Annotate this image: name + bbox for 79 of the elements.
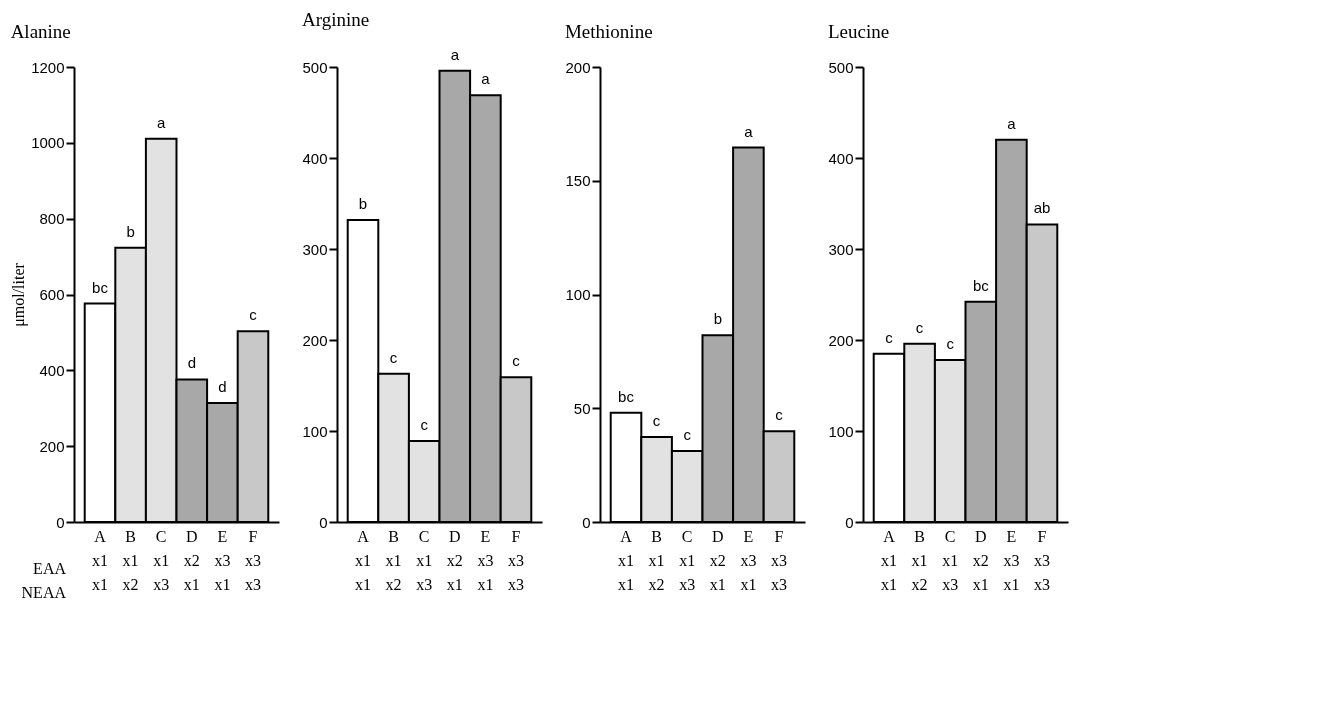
y-tick-label: 1000 [31, 134, 65, 152]
y-tick-label: 200 [302, 331, 328, 349]
y-tick-label: 300 [302, 240, 328, 258]
x-tick-label: C x1 x3 [416, 527, 433, 593]
x-tick-label: D x2 x1 [709, 527, 726, 593]
y-tick-label: 200 [39, 437, 65, 455]
y-tick-label: 400 [39, 361, 65, 379]
y-tick-label: 300 [828, 240, 854, 258]
x-tick-label: F x3 x3 [770, 527, 787, 593]
y-tick-label: 500 [302, 58, 328, 76]
y-tick-label: 1200 [31, 58, 65, 76]
y-tick-label: 150 [565, 172, 591, 190]
data-label: c [652, 411, 661, 429]
data-label: c [389, 348, 398, 366]
x-tick-label: C x1 x3 [679, 527, 696, 593]
data-label: b [358, 194, 368, 212]
y-tick-label: 600 [39, 286, 65, 303]
x-tick-label: D x2 x1 [183, 527, 200, 593]
data-label: bc [972, 276, 990, 294]
data-label: c [683, 426, 692, 444]
data-label: c [885, 328, 894, 346]
y-tick-label: 100 [565, 286, 591, 303]
x-tick-label: E x3 x1 [1003, 527, 1020, 593]
data-label: c [915, 318, 924, 336]
data-label: c [249, 306, 258, 324]
x-tick-label: F x3 x3 [1033, 527, 1050, 593]
text: NEAA [21, 584, 67, 601]
y-tick-label: 200 [828, 331, 854, 349]
x-tick-label: A x1 x1 [92, 527, 109, 593]
y-tick-label: 100 [828, 422, 854, 440]
data-label: a [481, 70, 491, 88]
y-tick-label: 0 [56, 513, 65, 531]
x-tick-label: F x3 x3 [244, 527, 261, 593]
chart-title: Alanine [10, 21, 71, 42]
data-label: b [126, 222, 135, 240]
data-label: b [713, 310, 722, 328]
x-tick-label: B x1 x2 [122, 527, 139, 593]
x-tick-label: C x1 x3 [942, 527, 959, 593]
text: EAA [33, 560, 67, 577]
y-tick-label: 0 [319, 513, 328, 531]
y-axis-title: μmol/liter [10, 262, 29, 327]
x-tick-label: D x2 x1 [446, 527, 463, 593]
data-label: a [1007, 114, 1017, 132]
data-label: a [744, 122, 754, 140]
y-tick-label: 200 [565, 58, 591, 76]
data-label: bc [618, 387, 635, 405]
x-tick-label: E x3 x1 [214, 527, 231, 593]
x-tick-label: B x1 x2 [911, 527, 928, 593]
y-tick-label: 500 [828, 58, 854, 76]
x-tick-label: A x1 x1 [881, 527, 898, 593]
y-tick-label: 400 [828, 149, 854, 167]
x-tick-label: A x1 x1 [355, 527, 372, 593]
x-tick-label: E x3 x1 [477, 527, 494, 593]
chart-title: Arginine [301, 8, 370, 30]
x-tick-label: D x2 x1 [972, 527, 989, 593]
data-label: a [450, 45, 460, 63]
data-label: c [420, 416, 429, 434]
chart-title: Leucine [827, 21, 890, 42]
x-tick-label: B x1 x2 [648, 527, 665, 593]
data-label: bc [92, 278, 109, 296]
y-tick-label: 400 [302, 149, 328, 167]
data-label: c [512, 352, 521, 370]
y-tick-label: 800 [39, 210, 65, 228]
data-label: d [218, 377, 227, 395]
data-label: c [775, 406, 784, 424]
y-tick-label: 0 [845, 513, 854, 531]
y-tick-label: 100 [302, 422, 328, 440]
x-tick-label: C x1 x3 [153, 527, 170, 593]
x-tick-label: F x3 x3 [507, 527, 524, 593]
data-label: c [946, 335, 955, 353]
y-tick-label: 0 [582, 513, 591, 531]
chart-title: Methionine [564, 21, 653, 42]
y-tick-label: 50 [573, 399, 591, 417]
x-tick-label: E x3 x1 [740, 527, 757, 593]
x-tick-label: B x1 x2 [385, 527, 402, 593]
data-label: d [187, 354, 196, 372]
data-label: ab [1033, 199, 1051, 217]
data-label: a [157, 113, 167, 131]
x-tick-label: A x1 x1 [618, 527, 635, 593]
